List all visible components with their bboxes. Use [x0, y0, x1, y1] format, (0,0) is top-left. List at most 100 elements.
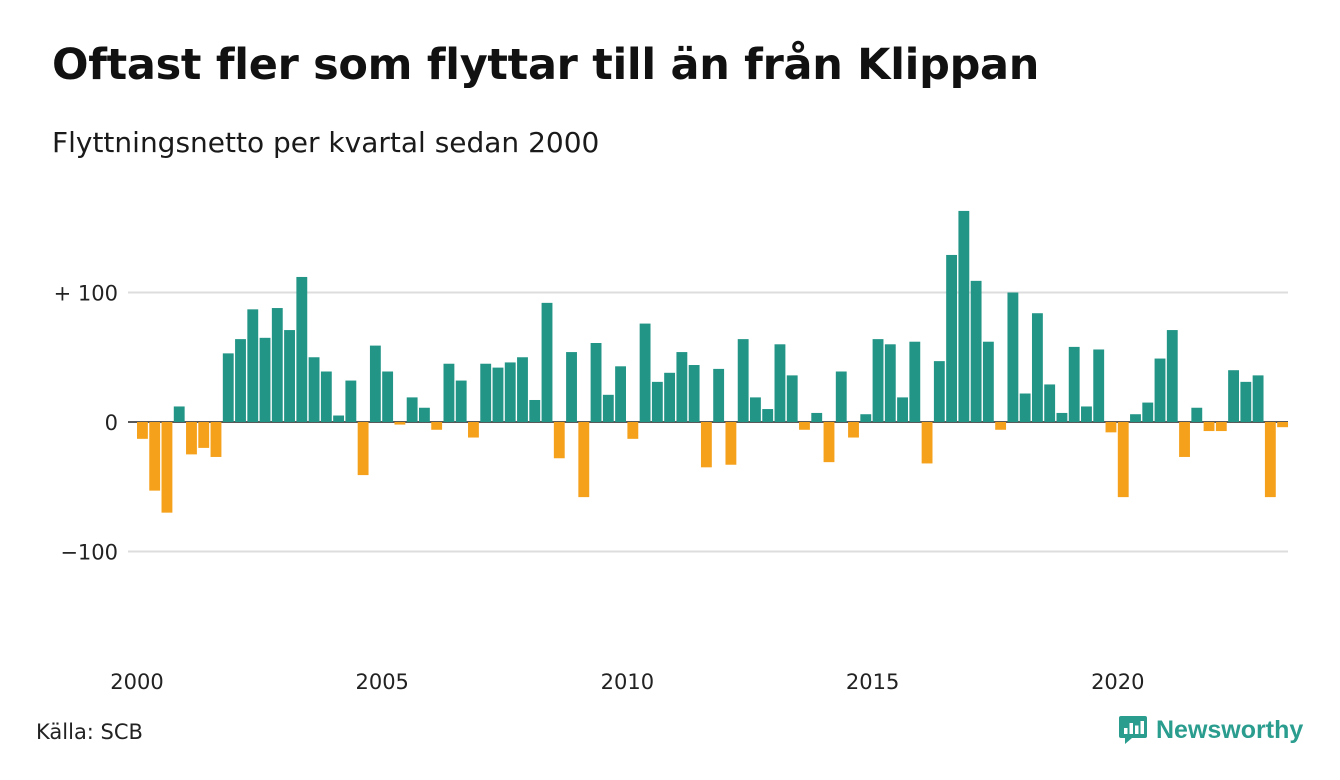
bar-43 [664, 372, 676, 422]
bar-81 [1130, 414, 1141, 422]
bar-80 [1117, 422, 1129, 498]
bar-14 [308, 357, 320, 422]
bar-70 [995, 422, 1007, 430]
bar-52 [774, 344, 786, 422]
bar-55 [811, 412, 823, 422]
bar-74 [1044, 384, 1056, 422]
bar-29 [492, 367, 504, 422]
bar-68 [970, 280, 982, 423]
bar-65 [933, 361, 945, 422]
bar-73 [1031, 313, 1043, 422]
bar-59 [860, 414, 872, 422]
bar-21 [394, 422, 406, 425]
bar-58 [848, 422, 859, 438]
source-note: Källa: SCB [36, 720, 143, 744]
bar-22 [406, 397, 418, 422]
bar-41 [639, 323, 651, 422]
bar-75 [1056, 412, 1068, 422]
brand-name: Newsworthy [1156, 715, 1304, 744]
bar-45 [688, 365, 700, 422]
bar-26 [455, 380, 467, 422]
x-tick-label: 2020 [1091, 670, 1144, 694]
bar-40 [627, 422, 639, 439]
bar-25 [443, 363, 455, 422]
bar-8 [235, 339, 246, 422]
bar-50 [750, 397, 761, 422]
bar-18 [357, 422, 369, 476]
bar-87 [1203, 422, 1215, 432]
bar-90 [1240, 381, 1252, 422]
bar-33 [541, 302, 553, 422]
bar-57 [835, 371, 847, 422]
bar-10 [259, 337, 271, 422]
bar-76 [1068, 346, 1080, 422]
bar-4 [186, 422, 197, 455]
x-tick-label: 2000 [110, 670, 163, 694]
bar-92 [1264, 422, 1276, 498]
bar-12 [284, 330, 295, 422]
bar-86 [1191, 407, 1203, 422]
bar-5 [198, 422, 210, 448]
bar-71 [1007, 292, 1019, 422]
bar-3 [173, 406, 185, 422]
bar-35 [566, 352, 577, 422]
chart-title: Oftast fler som flyttar till än från Kli… [52, 40, 1040, 90]
bar-13 [296, 276, 308, 422]
bar-28 [480, 363, 492, 422]
bar-64 [921, 422, 933, 464]
bar-32 [529, 399, 541, 423]
newsworthy-logo-icon [1119, 716, 1147, 744]
bar-78 [1093, 349, 1105, 422]
x-tick-label: 2015 [846, 670, 899, 694]
x-axis-labels: 2000 2005 2010 2015 2020 [110, 670, 1144, 694]
bar-88 [1215, 422, 1227, 432]
y-tick-label: + 100 [54, 282, 118, 306]
bar-24 [431, 422, 443, 430]
bar-47 [713, 368, 725, 422]
bar-49 [737, 339, 749, 422]
bar-15 [320, 371, 332, 422]
bar-23 [418, 407, 430, 422]
bar-82 [1142, 402, 1154, 422]
bar-38 [602, 394, 614, 423]
bar-46 [700, 422, 712, 468]
bar-2 [161, 422, 173, 513]
bar-53 [786, 375, 798, 422]
y-axis-labels: + 100 0 −100 [54, 282, 118, 565]
brand-logo: Newsworthy [1118, 714, 1303, 746]
bar-63 [909, 341, 921, 422]
bar-89 [1228, 370, 1239, 422]
bar-85 [1179, 422, 1190, 457]
bar-60 [872, 339, 884, 422]
bar-61 [884, 344, 896, 422]
bar-11 [271, 308, 283, 422]
bar-48 [725, 422, 737, 465]
bar-19 [369, 345, 381, 423]
bar-93 [1277, 422, 1289, 428]
bars [137, 210, 1289, 513]
bar-34 [553, 422, 565, 459]
bar-69 [982, 341, 994, 422]
bar-67 [958, 210, 970, 422]
bar-39 [615, 366, 626, 422]
bar-54 [799, 422, 810, 430]
x-tick-label: 2005 [355, 670, 408, 694]
bar-84 [1166, 330, 1178, 422]
bar-77 [1081, 406, 1092, 422]
bar-16 [333, 415, 345, 422]
bar-1 [149, 422, 161, 491]
bar-36 [578, 422, 590, 498]
x-tick-label: 2010 [601, 670, 654, 694]
chart-subtitle: Flyttningsnetto per kvartal sedan 2000 [52, 126, 600, 159]
bar-chart: + 100 0 −100 2000 2005 2010 2015 2020 [54, 210, 1289, 694]
bar-0 [137, 422, 148, 439]
y-tick-label: −100 [60, 541, 118, 565]
bar-42 [651, 381, 663, 422]
y-tick-label: 0 [105, 411, 118, 435]
bar-30 [504, 362, 516, 422]
bar-56 [823, 422, 835, 463]
bar-6 [210, 422, 222, 457]
bar-62 [897, 397, 908, 422]
bar-31 [517, 357, 528, 422]
bar-27 [468, 422, 479, 438]
